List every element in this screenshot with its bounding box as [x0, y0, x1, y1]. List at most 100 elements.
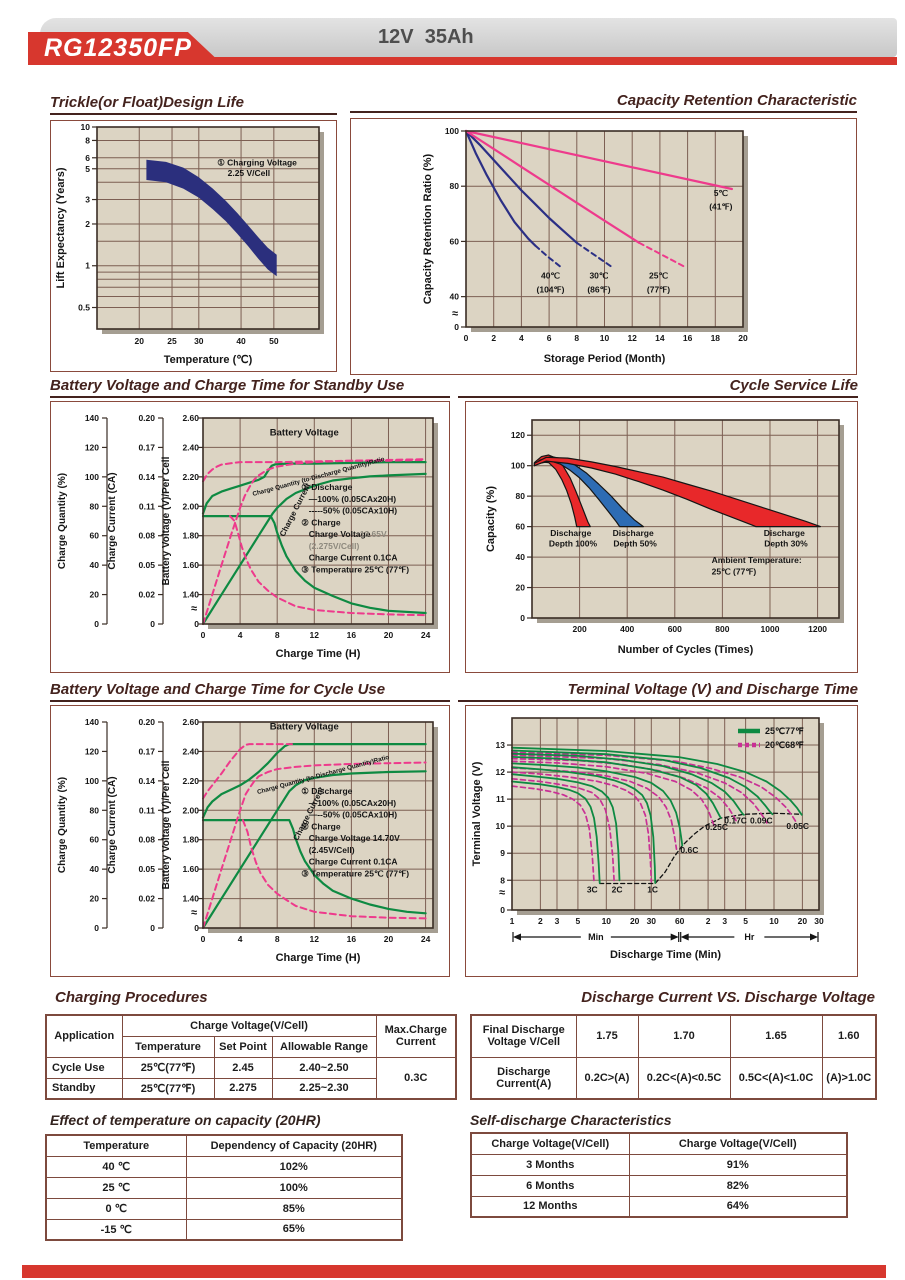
svg-text:2.40: 2.40: [182, 746, 199, 756]
svg-text:0: 0: [500, 905, 505, 915]
svg-text:2.20: 2.20: [182, 472, 199, 482]
svg-text:8: 8: [275, 630, 280, 640]
svg-text:10: 10: [600, 333, 610, 343]
svg-text:2: 2: [706, 916, 711, 926]
title-terminal-voltage: Terminal Voltage (V) and Discharge Time: [458, 681, 858, 702]
temperature-capacity-table-wrap: Temperature Dependency of Capacity (20HR)…: [45, 1134, 403, 1241]
svg-text:(2.275V/Cell): (2.275V/Cell): [309, 541, 360, 551]
svg-text:12: 12: [627, 333, 637, 343]
svg-text:0.20: 0.20: [138, 717, 155, 727]
svg-text:24: 24: [421, 630, 431, 640]
svg-text:Charge Voltage 14.70V: Charge Voltage 14.70V: [309, 833, 400, 843]
svg-text:Hr: Hr: [744, 932, 754, 942]
svg-text:30: 30: [647, 916, 657, 926]
discharge-voltage-table-wrap: Final Discharge Voltage V/Cell 1.75 1.70 1.…: [470, 1014, 877, 1100]
svg-text:0: 0: [520, 613, 525, 623]
svg-text:0.14: 0.14: [138, 472, 155, 482]
table-cell: (A)>1.0C: [821, 1056, 877, 1100]
svg-text:(86℉): (86℉): [587, 284, 610, 294]
svg-text:10: 10: [496, 821, 506, 831]
svg-text:16: 16: [347, 934, 357, 944]
model-ribbon: RG12350FP: [28, 32, 223, 65]
svg-text:2.60: 2.60: [182, 717, 199, 727]
svg-text:0.05C: 0.05C: [786, 821, 809, 831]
svg-text:140: 140: [85, 717, 99, 727]
svg-text:Min: Min: [588, 932, 604, 942]
svg-text:2C: 2C: [612, 884, 623, 894]
svg-text:20: 20: [738, 333, 748, 343]
svg-text:120: 120: [85, 442, 99, 452]
svg-text:800: 800: [715, 624, 729, 634]
svg-text:Storage Period (Month): Storage Period (Month): [544, 353, 666, 365]
svg-text:4: 4: [238, 630, 243, 640]
table-cell: Discharge Current(A): [470, 1056, 577, 1100]
svg-text:4: 4: [238, 934, 243, 944]
svg-text:0: 0: [464, 333, 469, 343]
svg-text:2: 2: [491, 333, 496, 343]
svg-text:14: 14: [655, 333, 665, 343]
table-cell: 0.5C<(A)<1.0C: [729, 1056, 823, 1100]
table-cell: 2.25~2.30: [271, 1077, 377, 1100]
svg-text:0.14: 0.14: [138, 776, 155, 786]
svg-text:Battery Voltage: Battery Voltage: [270, 721, 339, 732]
table-cell: 25 ℃: [45, 1176, 187, 1199]
svg-text:100: 100: [85, 472, 99, 482]
svg-text:Charge Current 0.1CA: Charge Current 0.1CA: [309, 857, 398, 867]
table-cell: Charge Voltage(V/Cell): [470, 1132, 630, 1155]
table-cell: 64%: [628, 1195, 848, 1218]
svg-text:1.80: 1.80: [182, 835, 199, 845]
svg-text:8: 8: [275, 934, 280, 944]
table-cell: Final Discharge Voltage V/Cell: [470, 1014, 577, 1058]
svg-text:0.09C: 0.09C: [750, 815, 773, 825]
title-trickle-design-life: Trickle(or Float)Design Life: [50, 94, 337, 115]
svg-text:3: 3: [722, 916, 727, 926]
svg-text:12: 12: [310, 630, 320, 640]
svg-text:0.17: 0.17: [138, 442, 155, 452]
svg-text:2.00: 2.00: [182, 805, 199, 815]
panel-trickle-design-life: 20 25 30 40 50 10 8 6 5 3 2 1 0.5 ① Charging Voltage 2…: [50, 120, 337, 372]
svg-text:—100% (0.05CAx20H): —100% (0.05CAx20H): [309, 798, 397, 808]
table-cell: -15 ℃: [45, 1218, 187, 1241]
svg-text:5: 5: [576, 916, 581, 926]
svg-text:① Charging Voltage: ① Charging Voltage: [217, 157, 297, 167]
self-discharge-table-wrap: Charge Voltage(V/Cell) Charge Voltage(V/C…: [470, 1132, 848, 1218]
svg-text:Charge Quantity (%): Charge Quantity (%): [57, 473, 68, 569]
svg-text:0.08: 0.08: [138, 531, 155, 541]
svg-text:10: 10: [602, 916, 612, 926]
svg-text:40: 40: [236, 336, 246, 346]
svg-text:0.02: 0.02: [138, 590, 155, 600]
table-cell: 91%: [628, 1153, 848, 1176]
chart-cycle-charge: 0 4 8 12 16 20 24 Charge Quantity (%) 140 120 100 8…: [57, 717, 438, 964]
svg-text:Charge Time (H): Charge Time (H): [276, 648, 361, 660]
svg-text:50: 50: [269, 336, 279, 346]
table-cell: 1.60: [821, 1014, 877, 1058]
svg-text:0.11: 0.11: [139, 501, 155, 511]
svg-text:40℃: 40℃: [541, 271, 560, 281]
table-cell: Charge Voltage(V/Cell): [121, 1014, 377, 1037]
svg-text:40: 40: [516, 552, 526, 562]
svg-text:25℃77℉: 25℃77℉: [765, 726, 804, 736]
table-cell: 0 ℃: [45, 1197, 187, 1220]
panel-cycle-charge: 0 4 8 12 16 20 24 Charge Quantity (%) 140 120 100 8…: [50, 705, 450, 977]
charging-procedures-table-wrap: Application Charge Voltage(V/Cell) Max.Cha…: [45, 1014, 458, 1100]
svg-text:(77℉): (77℉): [647, 284, 670, 294]
panel-standby-charge: 0 4 8 12 16 20 24 Charge Quantity (%) 140 120 100 8…: [50, 401, 450, 673]
title-cycle-use: Battery Voltage and Charge Time for Cycl…: [50, 681, 450, 702]
panel-cycle-service-life: 200 400 600 800 1000 1200 120 100 80 60 40 20 0 Disch…: [465, 401, 858, 673]
table-cell: Cycle Use: [45, 1056, 123, 1079]
table-cell: 1.65: [729, 1014, 823, 1058]
svg-text:Charge Current 0.1CA: Charge Current 0.1CA: [309, 553, 398, 563]
svg-text:Battery Voltage (V)/Per Cell: Battery Voltage (V)/Per Cell: [161, 760, 172, 889]
table-cell: Temperature: [121, 1035, 215, 1058]
panel-terminal-voltage: 1 2 3 5 10 20 30 60 2 3 5 10 20 30 13 12 11 10 9 8 0 3C 2C 1C 0.…: [465, 705, 858, 977]
svg-text:0: 0: [150, 619, 155, 629]
svg-text:2.00: 2.00: [182, 501, 199, 511]
svg-text:5: 5: [743, 916, 748, 926]
svg-text:0.11: 0.11: [139, 805, 155, 815]
svg-text:0.17: 0.17: [138, 746, 155, 756]
svg-text:Depth 50%: Depth 50%: [613, 538, 657, 548]
svg-text:1.80: 1.80: [182, 531, 199, 541]
table-cell: Temperature: [45, 1134, 187, 1157]
title-standby-use: Battery Voltage and Charge Time for Stan…: [50, 377, 450, 398]
svg-text:Battery Voltage: Battery Voltage: [270, 428, 339, 439]
